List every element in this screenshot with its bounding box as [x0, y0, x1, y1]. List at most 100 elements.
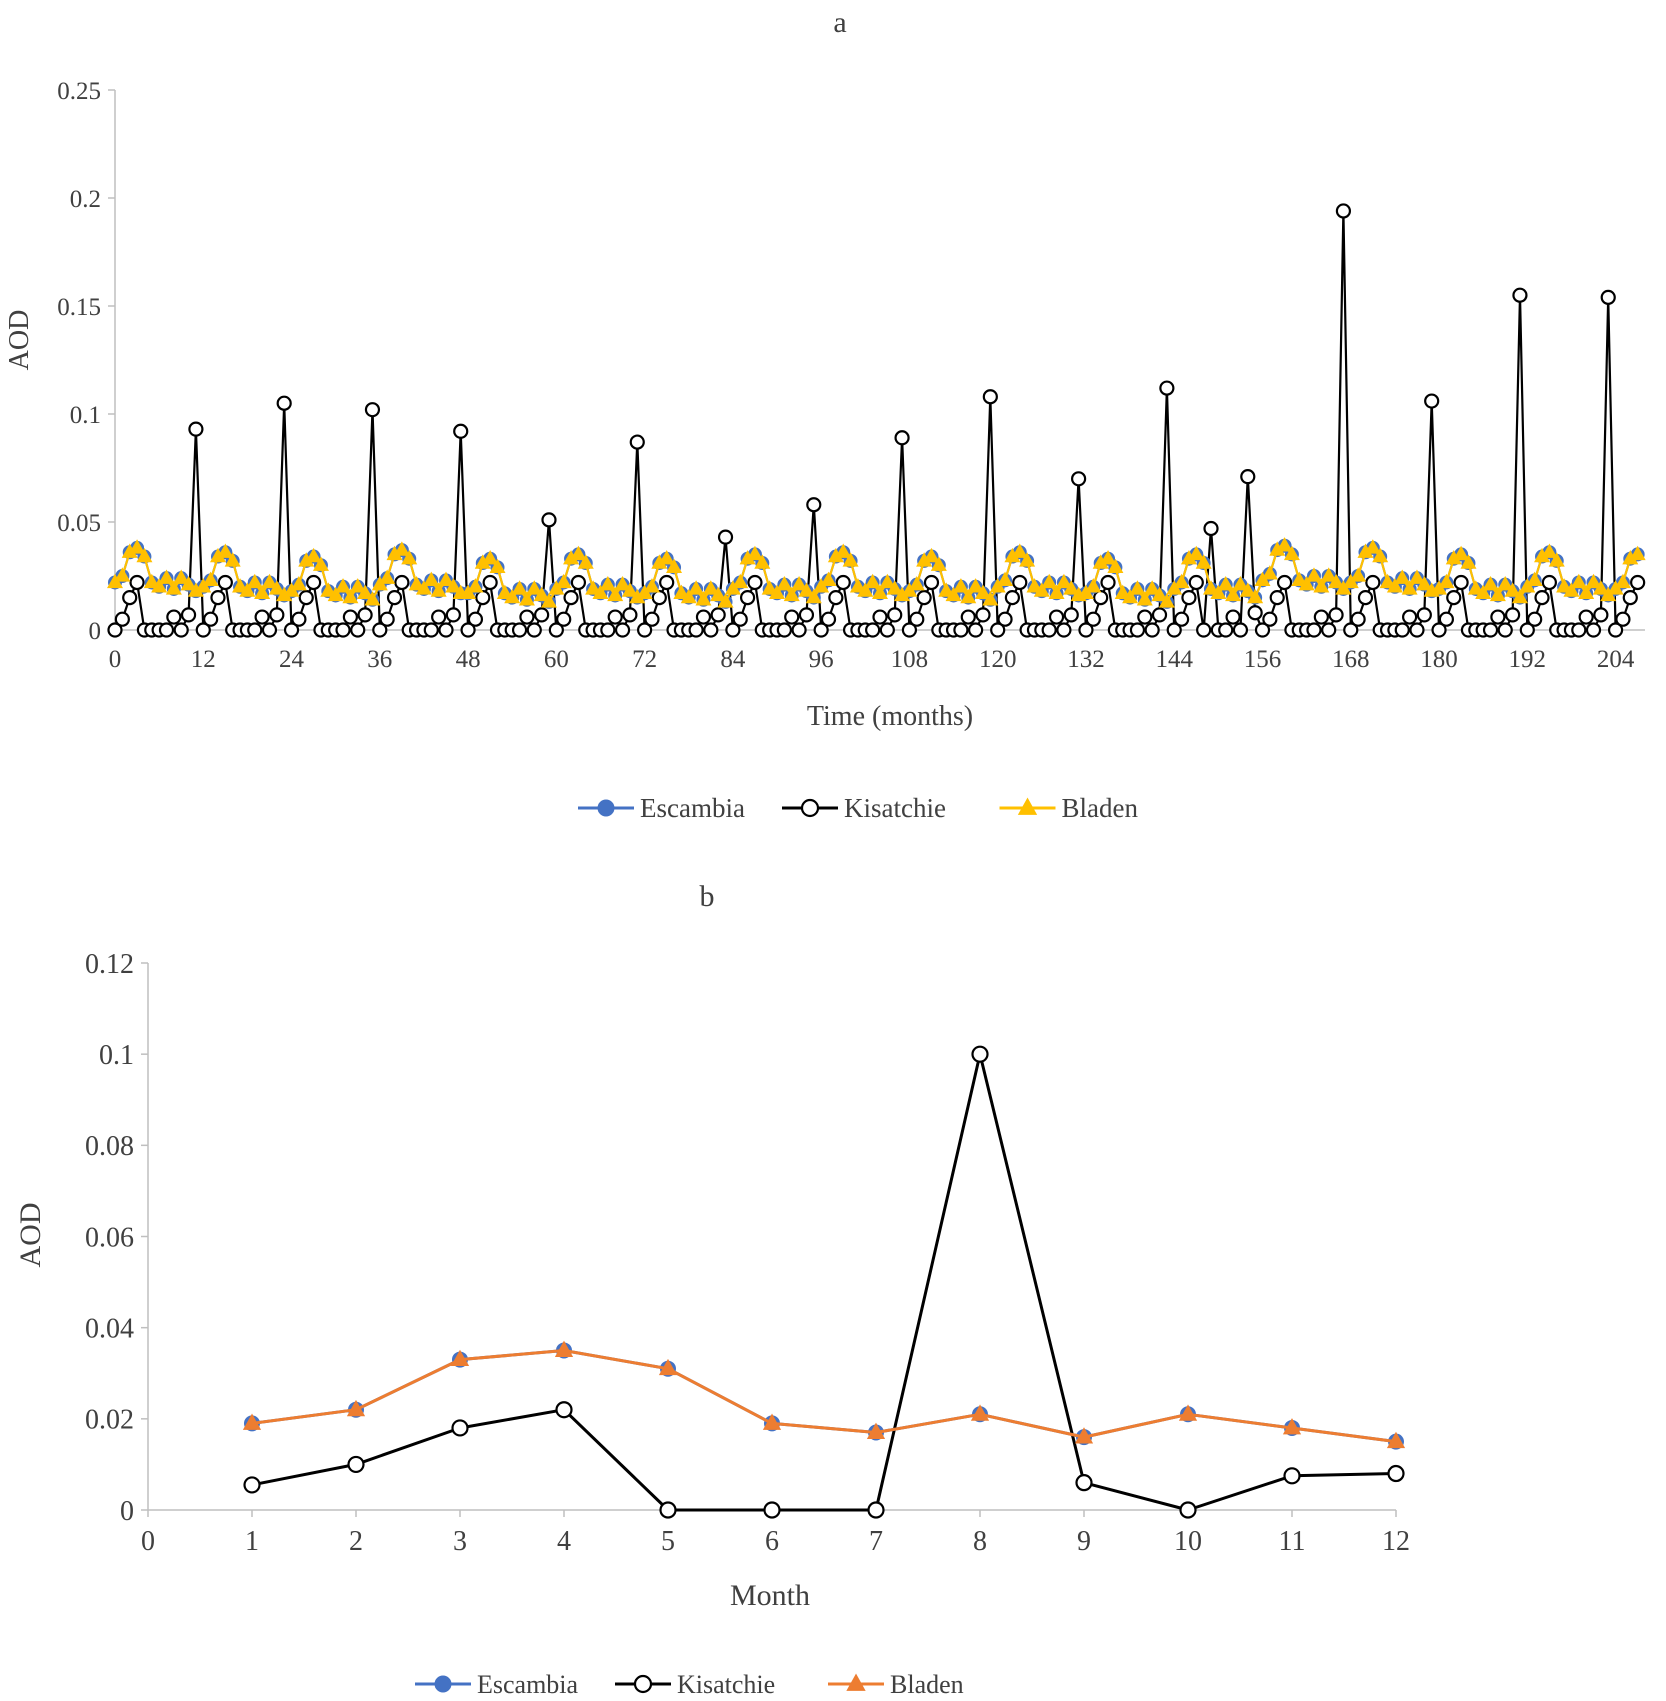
panel-b-kisatchie-point [1179, 1501, 1197, 1519]
panel-a-bladen-point [1048, 584, 1065, 599]
panel-a-kisatchie-point [1446, 589, 1462, 606]
panel-a-bladen-point [1482, 575, 1499, 591]
panel-b-kisatchie-point [867, 1501, 885, 1519]
panel-b-bladen-line [251, 1349, 1397, 1444]
panel-a-kisatchie-point [916, 589, 932, 606]
panel-a-kisatchie-point [173, 622, 189, 638]
panel-a-bladen-point [658, 550, 675, 565]
panel-a-kisatchie-point [968, 622, 984, 638]
panel-b-legend-kisatchie-marker [633, 1674, 653, 1694]
panel-a-x-tick-label: 132 [1067, 646, 1105, 673]
panel-b-bladen-point [1178, 1404, 1198, 1421]
panel-a-bladen-point [1114, 584, 1131, 599]
panel-b-x-tick-label: 3 [453, 1526, 467, 1557]
panel-a-bladen-point [202, 571, 219, 587]
panel-a-bladen-point [239, 582, 256, 597]
panel-a-bladen-point [1489, 586, 1506, 602]
panel-a-bladen-point [1122, 588, 1139, 604]
panel-a-x-tick-label: 12 [191, 646, 216, 673]
panel-a-bladen-point [401, 550, 418, 565]
panel-a-bladen-point [754, 554, 771, 569]
panel-a-bladen-point [430, 582, 447, 597]
panel-a-bladen-point [1401, 580, 1418, 595]
panel-a-kisatchie-point [725, 622, 741, 638]
panel-a-kisatchie-point [1144, 622, 1160, 638]
panel-a-bladen-point [335, 578, 352, 593]
panel-a-kisatchie-point [607, 609, 623, 625]
panel-a-bladen-point [1578, 584, 1595, 599]
panel-a-bladen-point [871, 584, 889, 599]
panel-a-bladen-point [621, 582, 638, 597]
panel-a-x-tick-label: 36 [367, 646, 392, 673]
panel-a-x-tick-label: 204 [1597, 646, 1635, 673]
panel-a-x-tick-label: 192 [1509, 646, 1547, 673]
panel-a-kisatchie-point [1335, 203, 1352, 219]
panel-a-bladen-point [1107, 558, 1124, 574]
panel-a-bladen-point [1526, 571, 1543, 587]
panel-a-kisatchie-point [1063, 607, 1079, 623]
panel-a-bladen-point [526, 580, 543, 595]
panel-a-bladen-point [592, 584, 609, 599]
panel-b-bladen-point [554, 1340, 574, 1357]
panel-a-bladen-point [320, 582, 337, 597]
panel-a-bladen-point [393, 541, 410, 556]
panel-a-kisatchie-point [1173, 611, 1190, 627]
panel-a-bladen-point [842, 552, 859, 567]
panel-a-x-tick-label: 168 [1332, 646, 1370, 673]
panel-b-bladen-point [1074, 1427, 1094, 1444]
panel-b-x-tick-label: 6 [765, 1526, 779, 1557]
panel-a-bladen-point [1283, 545, 1300, 561]
panel-b-x-tick-label: 5 [661, 1526, 675, 1557]
panel-a-kisatchie-point [1093, 589, 1109, 606]
panel-a-bladen-point [1239, 582, 1256, 597]
panel-a-bladen-point [364, 591, 381, 606]
panel-a-bladen-point [1011, 543, 1028, 558]
panel-a-bladen-point [1614, 573, 1631, 589]
panel-a-legend-escambia-label: Escambia [640, 793, 745, 823]
panel-a-kisatchie-point [1622, 589, 1638, 606]
panel-a-kisatchie-point [467, 611, 484, 627]
panel-a-kisatchie-point [1512, 287, 1528, 303]
panel-a-bladen-point [1313, 578, 1330, 593]
panel-a-kisatchie-point [511, 622, 528, 638]
panel-a-bladen-point [423, 571, 440, 587]
panel-a-kisatchie-point [806, 497, 822, 513]
panel-b-bladen-point [450, 1349, 470, 1367]
panel-a-kisatchie-point [1196, 622, 1212, 638]
panel-a-kisatchie-point [600, 622, 616, 638]
panel-b-x-tick-label: 10 [1174, 1526, 1202, 1557]
panel-a-y-tick-label: 0.15 [57, 294, 101, 321]
panel-a-bladen-point [805, 588, 822, 604]
panel-a-bladen-point [1033, 582, 1050, 597]
panel-a-bladen-point [1394, 569, 1411, 584]
panel-a-bladen-point [702, 580, 719, 595]
panel-a-bladen-point [1453, 545, 1470, 561]
panel-a-bladen-point [710, 586, 727, 602]
panel-a-kisatchie-point [1254, 622, 1271, 638]
panel-a-x-tick-label: 108 [891, 646, 929, 673]
panel-a-bladen-point [1217, 575, 1234, 591]
panel-a-kisatchie-point [747, 574, 763, 591]
panel-a-bladen-point [960, 588, 977, 604]
panel-a-kisatchie-point [1240, 469, 1256, 485]
panel-a-x-tick-label: 120 [979, 646, 1017, 673]
panel-a-bladen-point [1261, 565, 1278, 580]
panel-a-bladen-point [1225, 586, 1242, 602]
panel-a-bladen-point [643, 578, 660, 593]
panel-a-bladen-point [923, 547, 940, 563]
panel-a-bladen-point [1504, 582, 1521, 597]
panel-a-bladen-point [908, 575, 925, 591]
panel-a-kisatchie-point [1527, 611, 1543, 627]
panel-a-kisatchie-point [394, 574, 410, 591]
panel-a-kisatchie-point [276, 395, 292, 411]
panel-a-kisatchie-point [1600, 289, 1616, 305]
panel-a-bladen-point [879, 573, 896, 589]
panel-a-bladen-point [1585, 573, 1602, 589]
panel-a-bladen-point [577, 554, 594, 569]
panel-a-bladen-point [555, 573, 572, 589]
panel-a-kisatchie-point [158, 622, 175, 638]
panel-a-kisatchie-point [835, 574, 851, 591]
panel-a-kisatchie-point [298, 589, 314, 606]
panel-a-y-axis-label: AOD [4, 310, 35, 371]
panel-a-bladen-point [1592, 580, 1609, 595]
